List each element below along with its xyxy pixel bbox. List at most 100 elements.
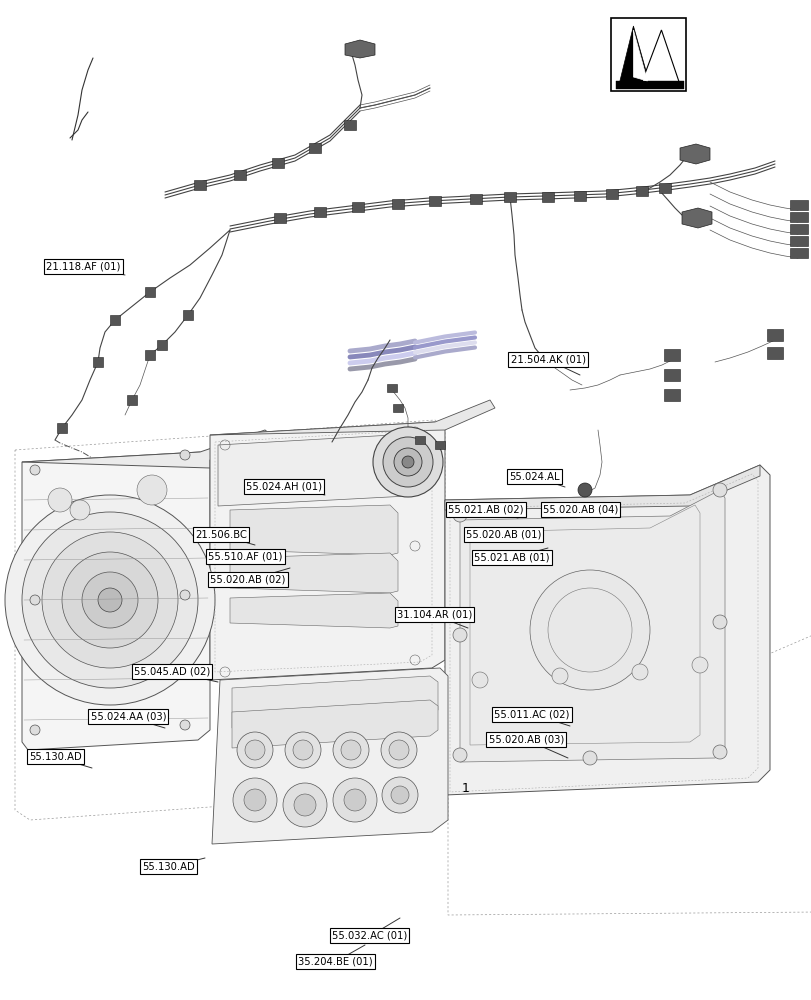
- Polygon shape: [272, 158, 284, 168]
- Circle shape: [393, 448, 422, 476]
- Circle shape: [333, 732, 368, 768]
- Circle shape: [283, 783, 327, 827]
- Text: 55.130.AD: 55.130.AD: [29, 752, 81, 762]
- Circle shape: [48, 488, 72, 512]
- Polygon shape: [230, 553, 397, 593]
- Text: 55.024.AH (01): 55.024.AH (01): [246, 482, 322, 491]
- Polygon shape: [344, 120, 355, 130]
- Circle shape: [98, 588, 122, 612]
- Polygon shape: [663, 369, 679, 381]
- Text: 55.024.AA (03): 55.024.AA (03): [91, 712, 165, 722]
- Polygon shape: [641, 30, 679, 83]
- Polygon shape: [435, 441, 444, 449]
- Polygon shape: [504, 192, 515, 202]
- Polygon shape: [605, 189, 617, 199]
- Text: 1: 1: [461, 782, 470, 795]
- Circle shape: [30, 725, 40, 735]
- Polygon shape: [789, 200, 807, 210]
- Polygon shape: [444, 465, 769, 795]
- Polygon shape: [414, 436, 424, 444]
- Circle shape: [294, 794, 315, 816]
- Bar: [611, 18, 685, 91]
- Circle shape: [391, 786, 409, 804]
- Circle shape: [237, 732, 272, 768]
- Polygon shape: [145, 350, 155, 360]
- Circle shape: [453, 508, 466, 522]
- Polygon shape: [127, 395, 137, 405]
- Circle shape: [453, 748, 466, 762]
- Circle shape: [22, 512, 198, 688]
- Polygon shape: [212, 668, 448, 844]
- Polygon shape: [663, 349, 679, 361]
- Text: 31.104.AR (01): 31.104.AR (01): [397, 609, 471, 619]
- Text: 55.020.AB (01): 55.020.AB (01): [466, 530, 540, 540]
- Polygon shape: [217, 434, 418, 506]
- Polygon shape: [234, 170, 246, 180]
- Text: 55.510.AF (01): 55.510.AF (01): [208, 552, 282, 562]
- Polygon shape: [573, 191, 586, 201]
- Polygon shape: [444, 465, 759, 510]
- Polygon shape: [789, 236, 807, 246]
- Circle shape: [243, 789, 266, 811]
- Circle shape: [82, 572, 138, 628]
- Polygon shape: [428, 196, 440, 206]
- Circle shape: [631, 664, 647, 680]
- Polygon shape: [273, 213, 285, 223]
- Text: 35.204.BE (01): 35.204.BE (01): [298, 956, 372, 966]
- Polygon shape: [635, 186, 647, 196]
- Circle shape: [712, 483, 726, 497]
- Circle shape: [453, 628, 466, 642]
- Polygon shape: [766, 347, 782, 359]
- Polygon shape: [109, 315, 120, 325]
- Circle shape: [5, 495, 215, 705]
- Circle shape: [381, 777, 418, 813]
- Polygon shape: [679, 144, 709, 164]
- Polygon shape: [541, 192, 553, 202]
- Polygon shape: [616, 81, 684, 89]
- Polygon shape: [309, 143, 320, 153]
- Polygon shape: [145, 287, 155, 297]
- Polygon shape: [345, 40, 375, 58]
- Polygon shape: [157, 340, 167, 350]
- Polygon shape: [460, 490, 724, 762]
- Text: 55.021.AB (02): 55.021.AB (02): [448, 504, 522, 514]
- Polygon shape: [182, 310, 193, 320]
- Circle shape: [341, 740, 361, 760]
- Polygon shape: [210, 422, 444, 680]
- Polygon shape: [387, 384, 397, 392]
- Polygon shape: [766, 329, 782, 341]
- Polygon shape: [230, 593, 397, 628]
- Circle shape: [42, 532, 178, 668]
- Text: 55.020.AB (03): 55.020.AB (03): [488, 734, 563, 744]
- Circle shape: [582, 503, 596, 517]
- Circle shape: [401, 456, 414, 468]
- Circle shape: [137, 475, 167, 505]
- Circle shape: [383, 437, 432, 487]
- Polygon shape: [232, 676, 437, 728]
- Text: 55.021.AB (01): 55.021.AB (01): [474, 552, 548, 562]
- Text: 55.020.AB (02): 55.020.AB (02): [210, 574, 285, 584]
- Circle shape: [180, 450, 190, 460]
- Polygon shape: [232, 700, 437, 748]
- Text: 21.504.AK (01): 21.504.AK (01): [510, 355, 585, 364]
- Circle shape: [372, 427, 443, 497]
- Text: 55.032.AC (01): 55.032.AC (01): [332, 930, 406, 940]
- Circle shape: [62, 552, 158, 648]
- Polygon shape: [789, 212, 807, 222]
- Circle shape: [233, 778, 277, 822]
- Circle shape: [180, 720, 190, 730]
- Circle shape: [70, 500, 90, 520]
- Circle shape: [293, 740, 312, 760]
- Circle shape: [712, 615, 726, 629]
- Circle shape: [344, 789, 366, 811]
- Polygon shape: [681, 208, 711, 228]
- Polygon shape: [230, 505, 397, 555]
- Circle shape: [691, 657, 707, 673]
- Polygon shape: [314, 207, 325, 217]
- Polygon shape: [663, 389, 679, 401]
- Circle shape: [530, 570, 649, 690]
- Circle shape: [712, 745, 726, 759]
- Polygon shape: [659, 183, 670, 193]
- Polygon shape: [351, 202, 363, 212]
- Circle shape: [551, 668, 568, 684]
